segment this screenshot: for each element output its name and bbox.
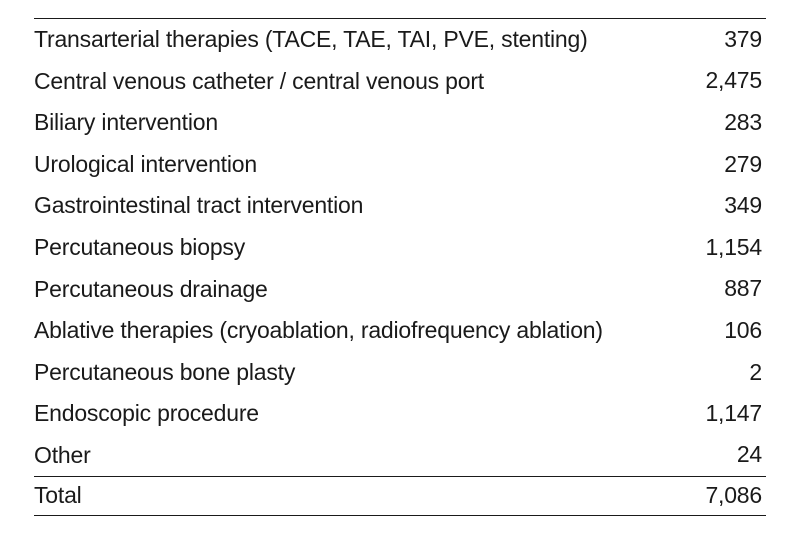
procedure-value: 24 xyxy=(696,434,766,476)
table-row: Percutaneous bone plasty 2 xyxy=(34,351,766,393)
procedure-label: Gastrointestinal tract intervention xyxy=(34,185,696,227)
table-total: Total 7,086 xyxy=(34,476,766,515)
procedure-label: Other xyxy=(34,434,696,476)
table-row: Biliary intervention 283 xyxy=(34,102,766,144)
procedure-value: 106 xyxy=(696,310,766,352)
table-row: Percutaneous biopsy 1,154 xyxy=(34,226,766,268)
table-row: Transarterial therapies (TACE, TAE, TAI,… xyxy=(34,19,766,61)
total-label: Total xyxy=(34,476,696,515)
table-row: Central venous catheter / central venous… xyxy=(34,60,766,102)
procedure-value: 2 xyxy=(696,351,766,393)
procedure-label: Transarterial therapies (TACE, TAE, TAI,… xyxy=(34,19,696,61)
procedure-value: 887 xyxy=(696,268,766,310)
procedure-label: Percutaneous bone plasty xyxy=(34,351,696,393)
procedure-label: Percutaneous drainage xyxy=(34,268,696,310)
table-row: Other 24 xyxy=(34,434,766,476)
table-row: Urological intervention 279 xyxy=(34,143,766,185)
procedure-label: Ablative therapies (cryoablation, radiof… xyxy=(34,310,696,352)
table-row: Percutaneous drainage 887 xyxy=(34,268,766,310)
procedure-value: 2,475 xyxy=(696,60,766,102)
table-row: Ablative therapies (cryoablation, radiof… xyxy=(34,310,766,352)
procedure-value: 1,147 xyxy=(696,393,766,435)
procedure-value: 1,154 xyxy=(696,226,766,268)
procedure-value: 349 xyxy=(696,185,766,227)
procedure-count-table-page: Transarterial therapies (TACE, TAE, TAI,… xyxy=(0,0,800,545)
table-row: Gastrointestinal tract intervention 349 xyxy=(34,185,766,227)
procedure-label: Percutaneous biopsy xyxy=(34,226,696,268)
procedure-count-table: Transarterial therapies (TACE, TAE, TAI,… xyxy=(34,18,766,516)
procedure-label: Biliary intervention xyxy=(34,102,696,144)
procedure-label: Urological intervention xyxy=(34,143,696,185)
table-body: Transarterial therapies (TACE, TAE, TAI,… xyxy=(34,19,766,477)
procedure-value: 379 xyxy=(696,19,766,61)
table-row: Endoscopic procedure 1,147 xyxy=(34,393,766,435)
total-value: 7,086 xyxy=(696,476,766,515)
procedure-value: 283 xyxy=(696,102,766,144)
procedure-label: Central venous catheter / central venous… xyxy=(34,60,696,102)
total-row: Total 7,086 xyxy=(34,476,766,515)
procedure-value: 279 xyxy=(696,143,766,185)
procedure-label: Endoscopic procedure xyxy=(34,393,696,435)
